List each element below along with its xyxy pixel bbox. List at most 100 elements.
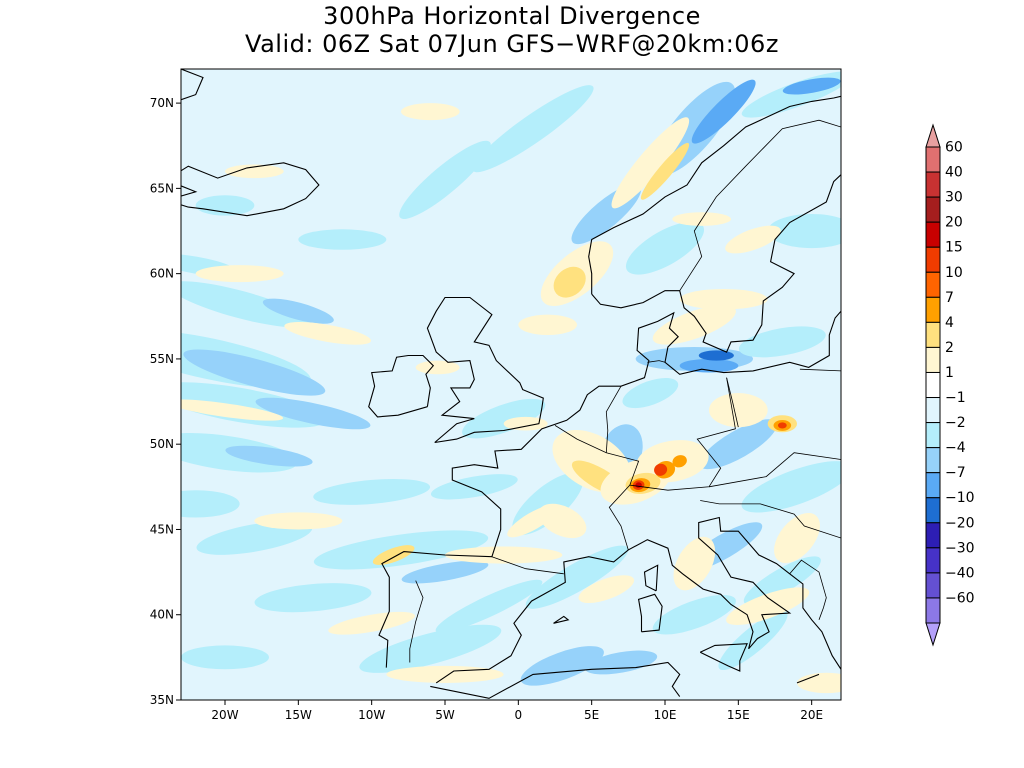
lat-tick-label: 60N — [150, 267, 174, 281]
field-patch-div_weak — [709, 393, 768, 428]
colorbar-label: 4 — [945, 315, 954, 331]
lat-tick-label: 45N — [150, 522, 174, 536]
colorbar-label: 1 — [945, 365, 954, 381]
lon-tick-label: 10E — [654, 708, 677, 722]
iceland-coast — [181, 162, 320, 217]
field-patch-conv_moderate — [255, 397, 371, 430]
colorbar-swatch — [925, 472, 941, 499]
colorbar-swatch — [925, 497, 941, 524]
colorbar-label: 10 — [945, 265, 963, 281]
field-patch-div_moderate — [553, 266, 586, 298]
country-border — [726, 377, 739, 428]
country-border — [647, 360, 666, 363]
lat-tick-label: 35N — [150, 693, 174, 707]
norway-west-coast — [588, 95, 841, 295]
field-patch-div_weak — [774, 512, 820, 563]
field-patch-conv_weak — [181, 645, 269, 670]
colorbar-swatch — [925, 196, 941, 223]
mallorca-coast — [553, 615, 570, 624]
field-patch-conv_weak — [181, 281, 311, 328]
field-patch-conv_weak — [254, 583, 372, 613]
north-africa-coast — [430, 661, 681, 699]
axis-ticks: 35N 40N 45N 50N 55N 60N 65N 70N 20W 15W 10W 5W 0 5E 10… — [150, 96, 823, 722]
colorbar-label: −30 — [945, 540, 975, 556]
country-border — [708, 452, 841, 488]
corsica-coast — [643, 564, 659, 592]
country-border — [409, 580, 424, 663]
sardinia-coast — [637, 593, 663, 633]
scandinavia-coast — [591, 174, 841, 353]
field-patch-div_weak — [401, 103, 460, 121]
field-patch-conv_peak — [698, 350, 734, 361]
country-border — [554, 425, 640, 551]
field-patch-div_weak — [503, 416, 548, 431]
svalbard-fragment — [181, 69, 204, 101]
field-patch-conv_weak — [181, 382, 327, 428]
plot-frame — [180, 68, 842, 701]
field-patch-conv_moderate — [183, 349, 326, 396]
colorbar-swatch — [925, 397, 941, 424]
lon-tick-label: 0 — [515, 708, 523, 722]
colorbar-label: −1 — [945, 390, 966, 406]
colorbar-top-arrow — [925, 123, 941, 148]
sicily-coast — [699, 643, 748, 672]
colorbar-label: −40 — [945, 565, 975, 581]
lon-tick-label: 15W — [285, 708, 312, 722]
field-patch-conv_weak — [767, 213, 841, 249]
field-patch-conv_weak — [525, 545, 629, 609]
colorbar-label: −2 — [945, 415, 966, 431]
colorbar-swatch — [925, 146, 941, 173]
field-patch-conv_strong — [782, 77, 841, 95]
colorbar-label: 15 — [945, 240, 963, 256]
field-patch-conv_strong — [679, 358, 739, 373]
lat-tick-label: 70N — [150, 96, 174, 110]
field-patch-div_strong — [672, 455, 687, 468]
field-patch-div_weak — [507, 504, 559, 538]
field-patch-conv_moderate — [225, 445, 313, 467]
colorbar-swatch — [925, 572, 941, 599]
country-border — [605, 386, 622, 453]
colorbar-swatch — [925, 547, 941, 574]
colorbar-swatch — [925, 171, 941, 198]
field-patch-conv_weak — [622, 377, 679, 409]
field-patch-div_weak — [254, 512, 343, 530]
field-patch-conv_weak — [625, 221, 705, 275]
lon-tick-label: 20E — [800, 708, 823, 722]
colorbar-swatch — [925, 296, 941, 323]
field-patch-conv_moderate — [699, 419, 778, 470]
colorbar-swatch — [925, 371, 941, 399]
field-patch-div_weak — [578, 575, 635, 604]
country-border — [679, 119, 841, 291]
field-patch-conv_weak — [718, 610, 788, 671]
colorbar-swatch — [925, 321, 941, 348]
ireland-coast — [368, 354, 435, 418]
field-patch-conv_weak — [462, 398, 546, 439]
field-patch-div_weak — [673, 536, 716, 591]
field-patch-div_weak — [518, 314, 578, 336]
colorbar-swatch — [925, 346, 941, 373]
field-patch-div_weak — [797, 672, 841, 694]
field-patch-div_weak — [225, 164, 284, 179]
field-patch-div_weak — [636, 440, 709, 483]
balkan-border — [796, 673, 820, 684]
colorbar-swatch — [925, 422, 941, 449]
lat-tick-label: 40N — [150, 608, 174, 622]
field-patch-div_weak — [181, 399, 284, 421]
map-title: 300hPa Horizontal Divergence — [323, 2, 701, 30]
field-patch-conv_weak — [435, 579, 543, 633]
colorbar: 60 40 30 20 15 10 7 4 2 1 −1 −2 −4 −7 −10 −20 −30 −40 −60 — [925, 123, 975, 647]
field-patch-conv_weak — [298, 229, 387, 250]
colorbar-swatch — [925, 597, 941, 624]
colorbar-bottom-arrow — [925, 622, 941, 647]
field-patch-conv_moderate — [520, 646, 604, 686]
colorbar-swatch — [925, 447, 941, 474]
colorbar-label: −4 — [945, 440, 966, 456]
divergence-field — [181, 69, 841, 700]
field-patch-div_weak — [679, 288, 768, 310]
lon-tick-label: 5E — [584, 708, 599, 722]
field-patch-conv_strong — [691, 79, 756, 144]
colorbar-label: −20 — [945, 515, 975, 531]
field-patch-div_weak — [611, 117, 690, 209]
colorbar-label: −10 — [945, 490, 975, 506]
